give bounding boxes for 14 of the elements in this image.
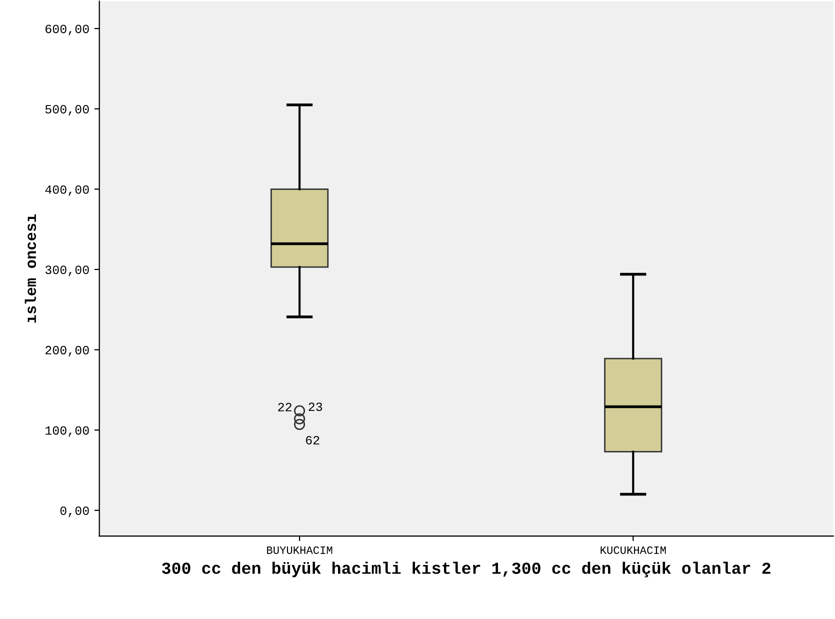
- annotation: 62: [306, 436, 320, 444]
- y-tick-label: 600,00: [46, 24, 89, 36]
- y-tick-label: 300,00: [45, 266, 89, 276]
- x-tick-label: KUCUKHACIM: [600, 546, 666, 554]
- y-tick-label: 0,00: [60, 506, 89, 518]
- x-axis-title: 300 cc den büyük hacimli kistler 1,300 cc den küçük olanlar 2: [162, 562, 770, 578]
- x-tick-label: BUYUKHACIM: [267, 546, 332, 554]
- y-tick-label: 100,00: [46, 426, 89, 437]
- y-tick-label: 400,00: [45, 185, 89, 196]
- y-axis-title: ıslem oncesı: [24, 214, 36, 323]
- y-tick-label: 500,00: [45, 105, 89, 116]
- annotation: 22: [278, 402, 292, 412]
- annotation: 23: [308, 402, 322, 412]
- y-tick-label: 200,00: [46, 346, 89, 356]
